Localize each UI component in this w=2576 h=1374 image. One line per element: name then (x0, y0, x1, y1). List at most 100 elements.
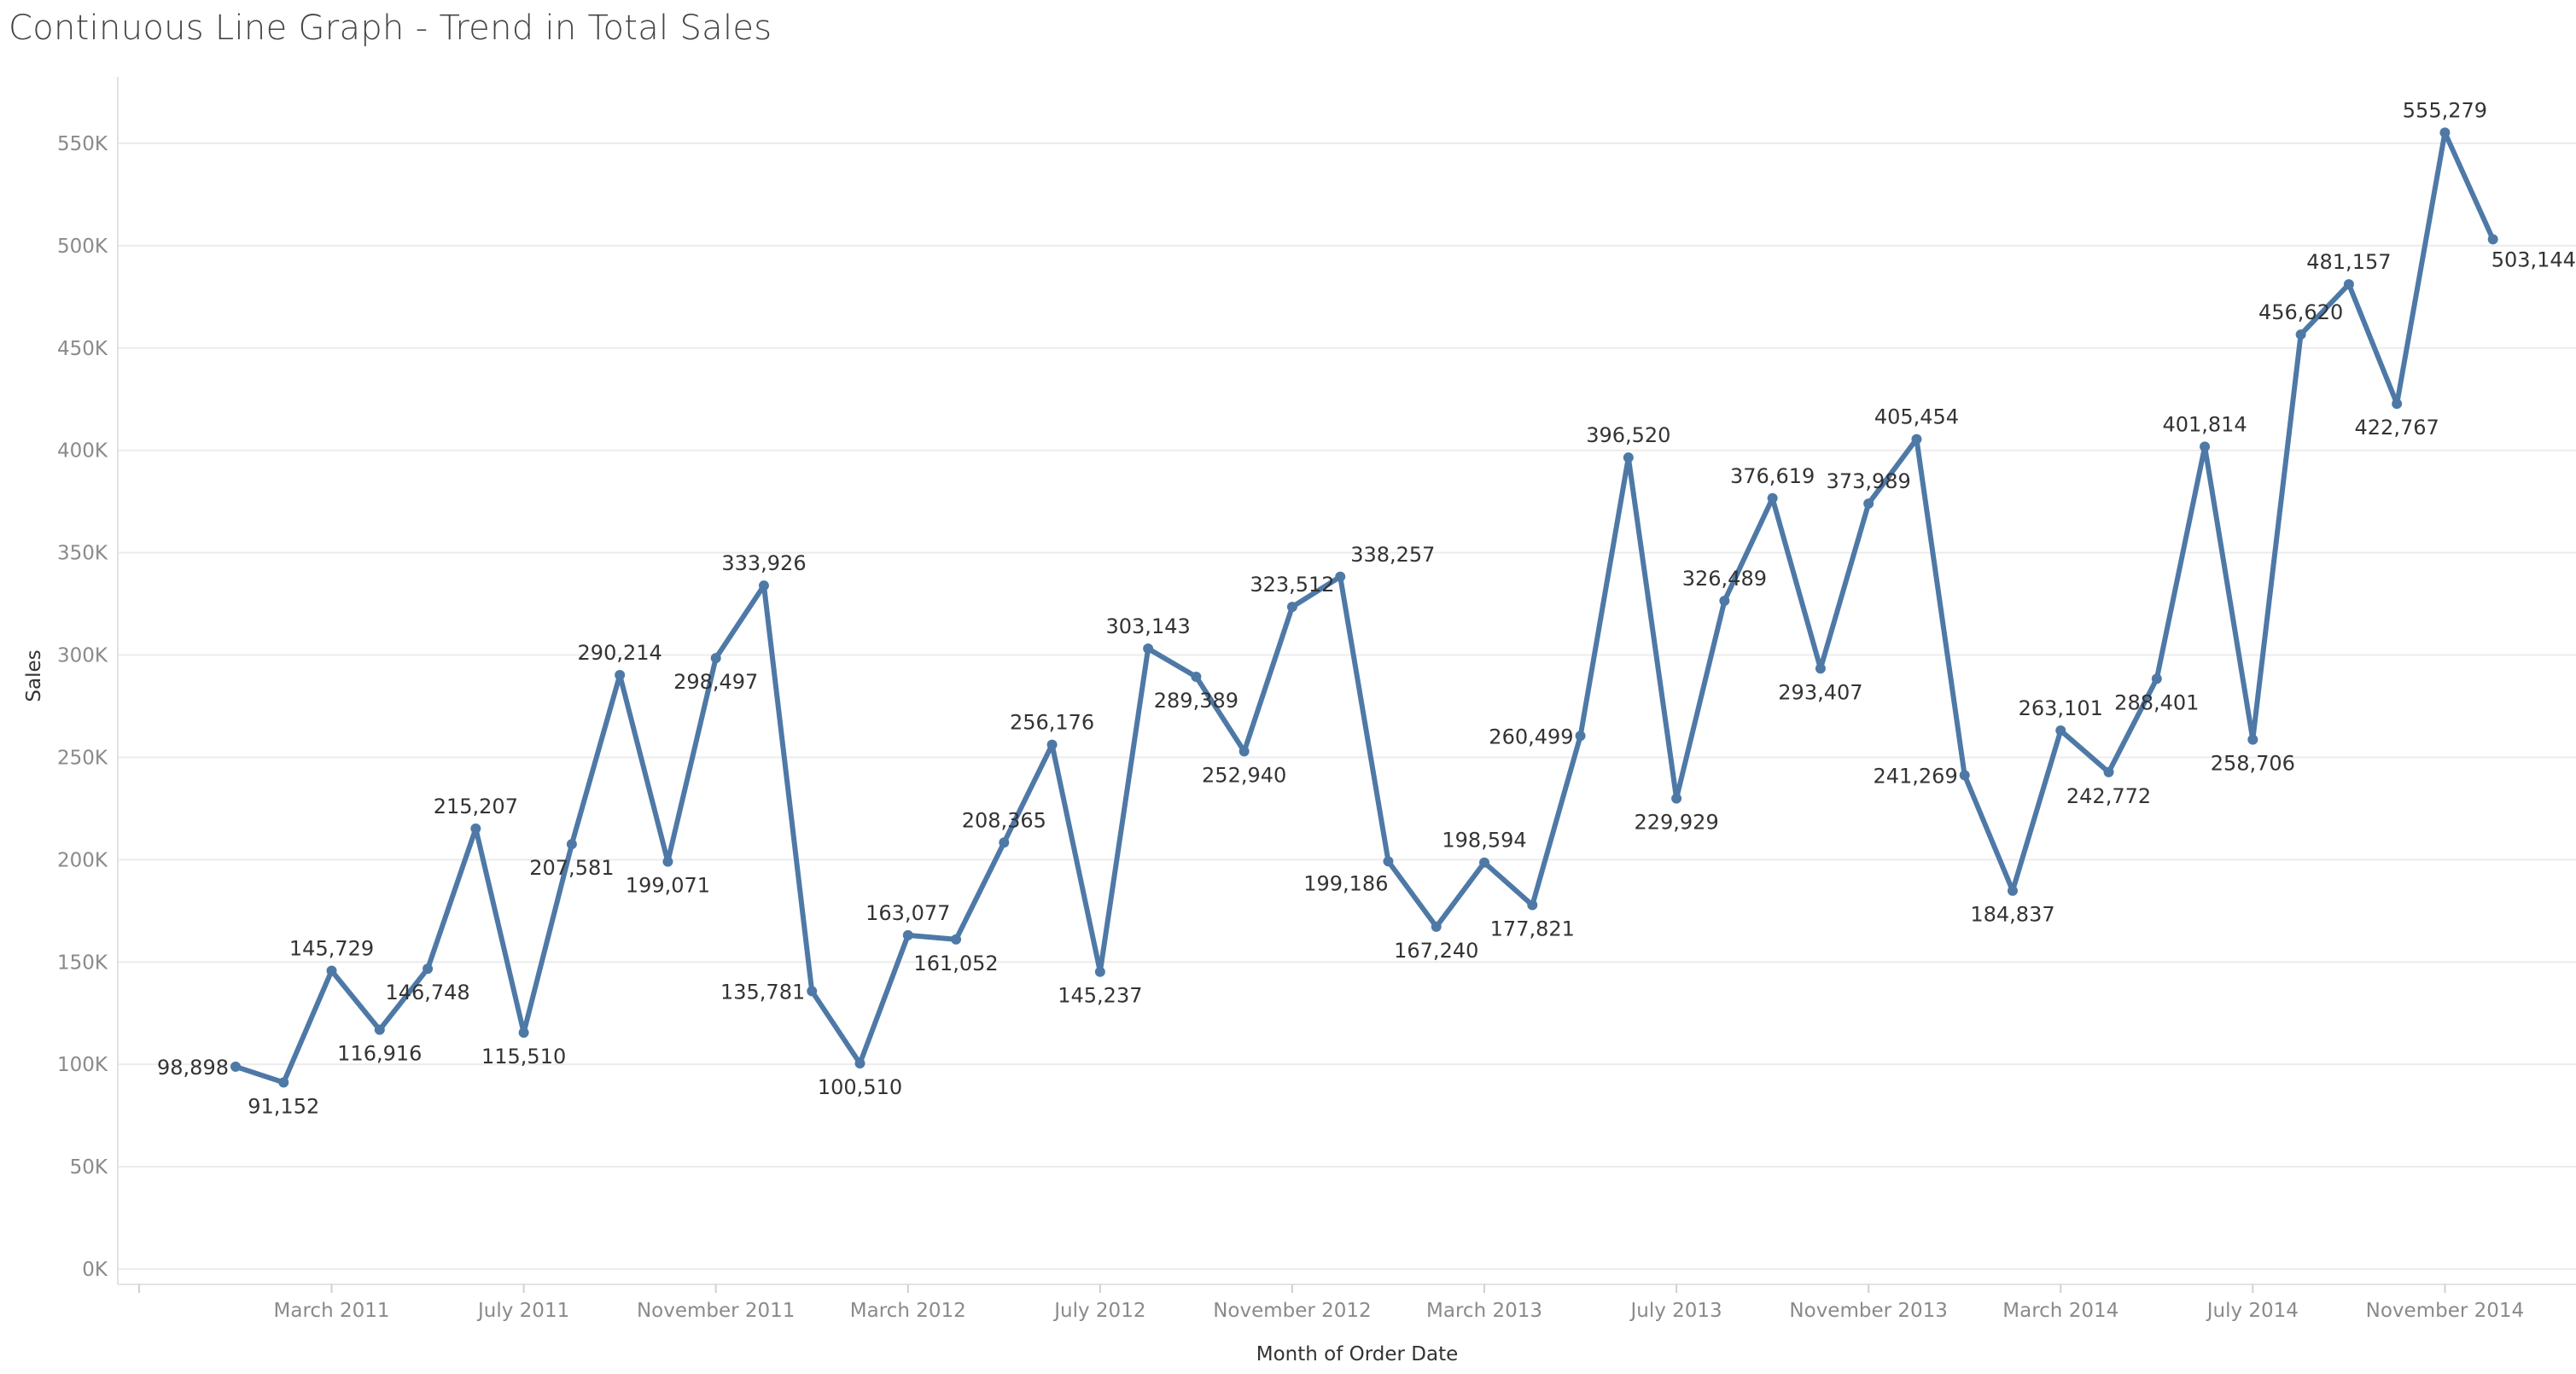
data-point (951, 934, 962, 945)
y-tick-label: 350K (57, 543, 108, 565)
data-label: 338,257 (1350, 543, 1435, 567)
y-tick-label: 300K (57, 645, 108, 667)
y-tick-label: 50K (70, 1156, 108, 1179)
data-point (1479, 857, 1490, 868)
data-point (2343, 279, 2354, 290)
x-tick-label: November 2014 (2366, 1300, 2525, 1322)
gridlines (118, 143, 2576, 1270)
x-tick-label: November 2012 (1213, 1300, 1372, 1322)
x-tick-label: July 2013 (1629, 1300, 1722, 1322)
data-label: 298,497 (673, 670, 758, 694)
data-point (902, 929, 913, 940)
data-point (662, 856, 673, 867)
axes (117, 77, 2576, 1285)
data-point (2487, 234, 2498, 245)
data-label: 293,407 (1778, 680, 1862, 704)
data-point (999, 837, 1010, 848)
data-label: 146,748 (385, 981, 469, 1004)
data-point (807, 986, 818, 997)
data-point (1863, 498, 1874, 509)
data-label: 456,620 (2258, 300, 2343, 324)
data-label: 241,269 (1873, 764, 1957, 788)
data-label: 177,821 (1490, 917, 1575, 941)
data-label: 145,237 (1058, 984, 1142, 1008)
data-label: 373,989 (1827, 469, 1911, 493)
x-tick-label: March 2012 (850, 1300, 966, 1322)
data-labels: 98,898 91,152 145,729 116,916 146,748 215,207… (157, 98, 2576, 1118)
y-tick-label: 500K (57, 236, 108, 258)
chart-title: Continuous Line Graph - Trend in Total S… (9, 9, 772, 48)
x-tick-label: November 2013 (1789, 1300, 1948, 1322)
data-point (854, 1057, 865, 1068)
data-point (2103, 766, 2114, 777)
data-label: 198,594 (1442, 829, 1526, 853)
data-point (2151, 673, 2162, 684)
data-point (278, 1077, 289, 1088)
data-point (710, 653, 721, 664)
data-label: 303,143 (1106, 614, 1191, 638)
data-point (423, 964, 434, 975)
data-point (566, 839, 577, 850)
data-point (1046, 739, 1058, 750)
y-axis-ticks: 0K 50K 100K 150K 200K 250K 300K 350K 400K 450K 500… (57, 133, 108, 1281)
data-label: 555,279 (2403, 98, 2487, 122)
data-label: 503,144 (2491, 247, 2576, 271)
data-point (470, 823, 481, 834)
y-tick-label: 0K (82, 1259, 108, 1281)
x-tick-label: March 2014 (2002, 1300, 2118, 1322)
x-tick-label: November 2011 (637, 1300, 796, 1322)
data-point (1623, 452, 1634, 463)
series-line (233, 130, 2496, 1086)
data-label: 289,389 (1154, 689, 1238, 713)
data-point (1431, 921, 1442, 932)
data-label: 333,926 (721, 551, 806, 575)
y-tick-label: 250K (57, 747, 108, 769)
data-point (1335, 571, 1346, 582)
data-label: 98,898 (157, 1056, 229, 1080)
data-label: 91,152 (248, 1094, 319, 1118)
data-label: 290,214 (578, 641, 662, 665)
data-label: 481,157 (2306, 250, 2391, 274)
data-label: 376,619 (1730, 464, 1815, 488)
data-point (1191, 671, 1202, 682)
data-label: 323,512 (1250, 573, 1334, 597)
data-point (2295, 329, 2306, 340)
data-point (1527, 900, 1538, 911)
x-tick-label: July 2012 (1052, 1300, 1145, 1322)
data-label: 242,772 (2066, 784, 2151, 808)
data-label: 288,401 (2114, 690, 2199, 714)
data-label: 263,101 (2019, 696, 2103, 720)
y-tick-label: 400K (57, 440, 108, 463)
x-tick-label: July 2011 (476, 1300, 569, 1322)
data-label: 167,240 (1394, 939, 1478, 963)
data-point (230, 1061, 241, 1072)
data-label: 422,767 (2355, 416, 2439, 440)
data-label: 258,706 (2211, 752, 2295, 776)
data-point (2007, 885, 2018, 896)
data-label: 161,052 (913, 952, 998, 975)
data-label: 396,520 (1586, 423, 1670, 447)
y-tick-label: 450K (57, 338, 108, 360)
data-label: 145,729 (289, 937, 374, 961)
data-point (1286, 602, 1297, 613)
x-tick-label: July 2014 (2206, 1300, 2299, 1322)
y-axis-title: Sales (23, 649, 45, 702)
data-point (1719, 596, 1730, 607)
data-label: 199,071 (626, 874, 710, 898)
data-points (230, 127, 2498, 1088)
data-point (1959, 770, 1970, 781)
y-tick-label: 150K (57, 952, 108, 974)
data-label: 163,077 (865, 901, 950, 925)
data-point (2439, 127, 2451, 138)
data-point (518, 1027, 529, 1038)
data-point (1815, 663, 1826, 674)
data-point (1575, 731, 1586, 742)
y-tick-label: 550K (57, 133, 108, 155)
data-label: 256,176 (1010, 711, 1094, 735)
data-label: 326,489 (1682, 567, 1767, 591)
data-label: 260,499 (1489, 725, 1573, 748)
data-label: 252,940 (1202, 763, 1286, 787)
x-axis-ticks: March 2011 July 2011 November 2011 March 20… (138, 1284, 2525, 1322)
y-tick-label: 100K (57, 1054, 108, 1076)
data-label: 215,207 (434, 795, 518, 818)
